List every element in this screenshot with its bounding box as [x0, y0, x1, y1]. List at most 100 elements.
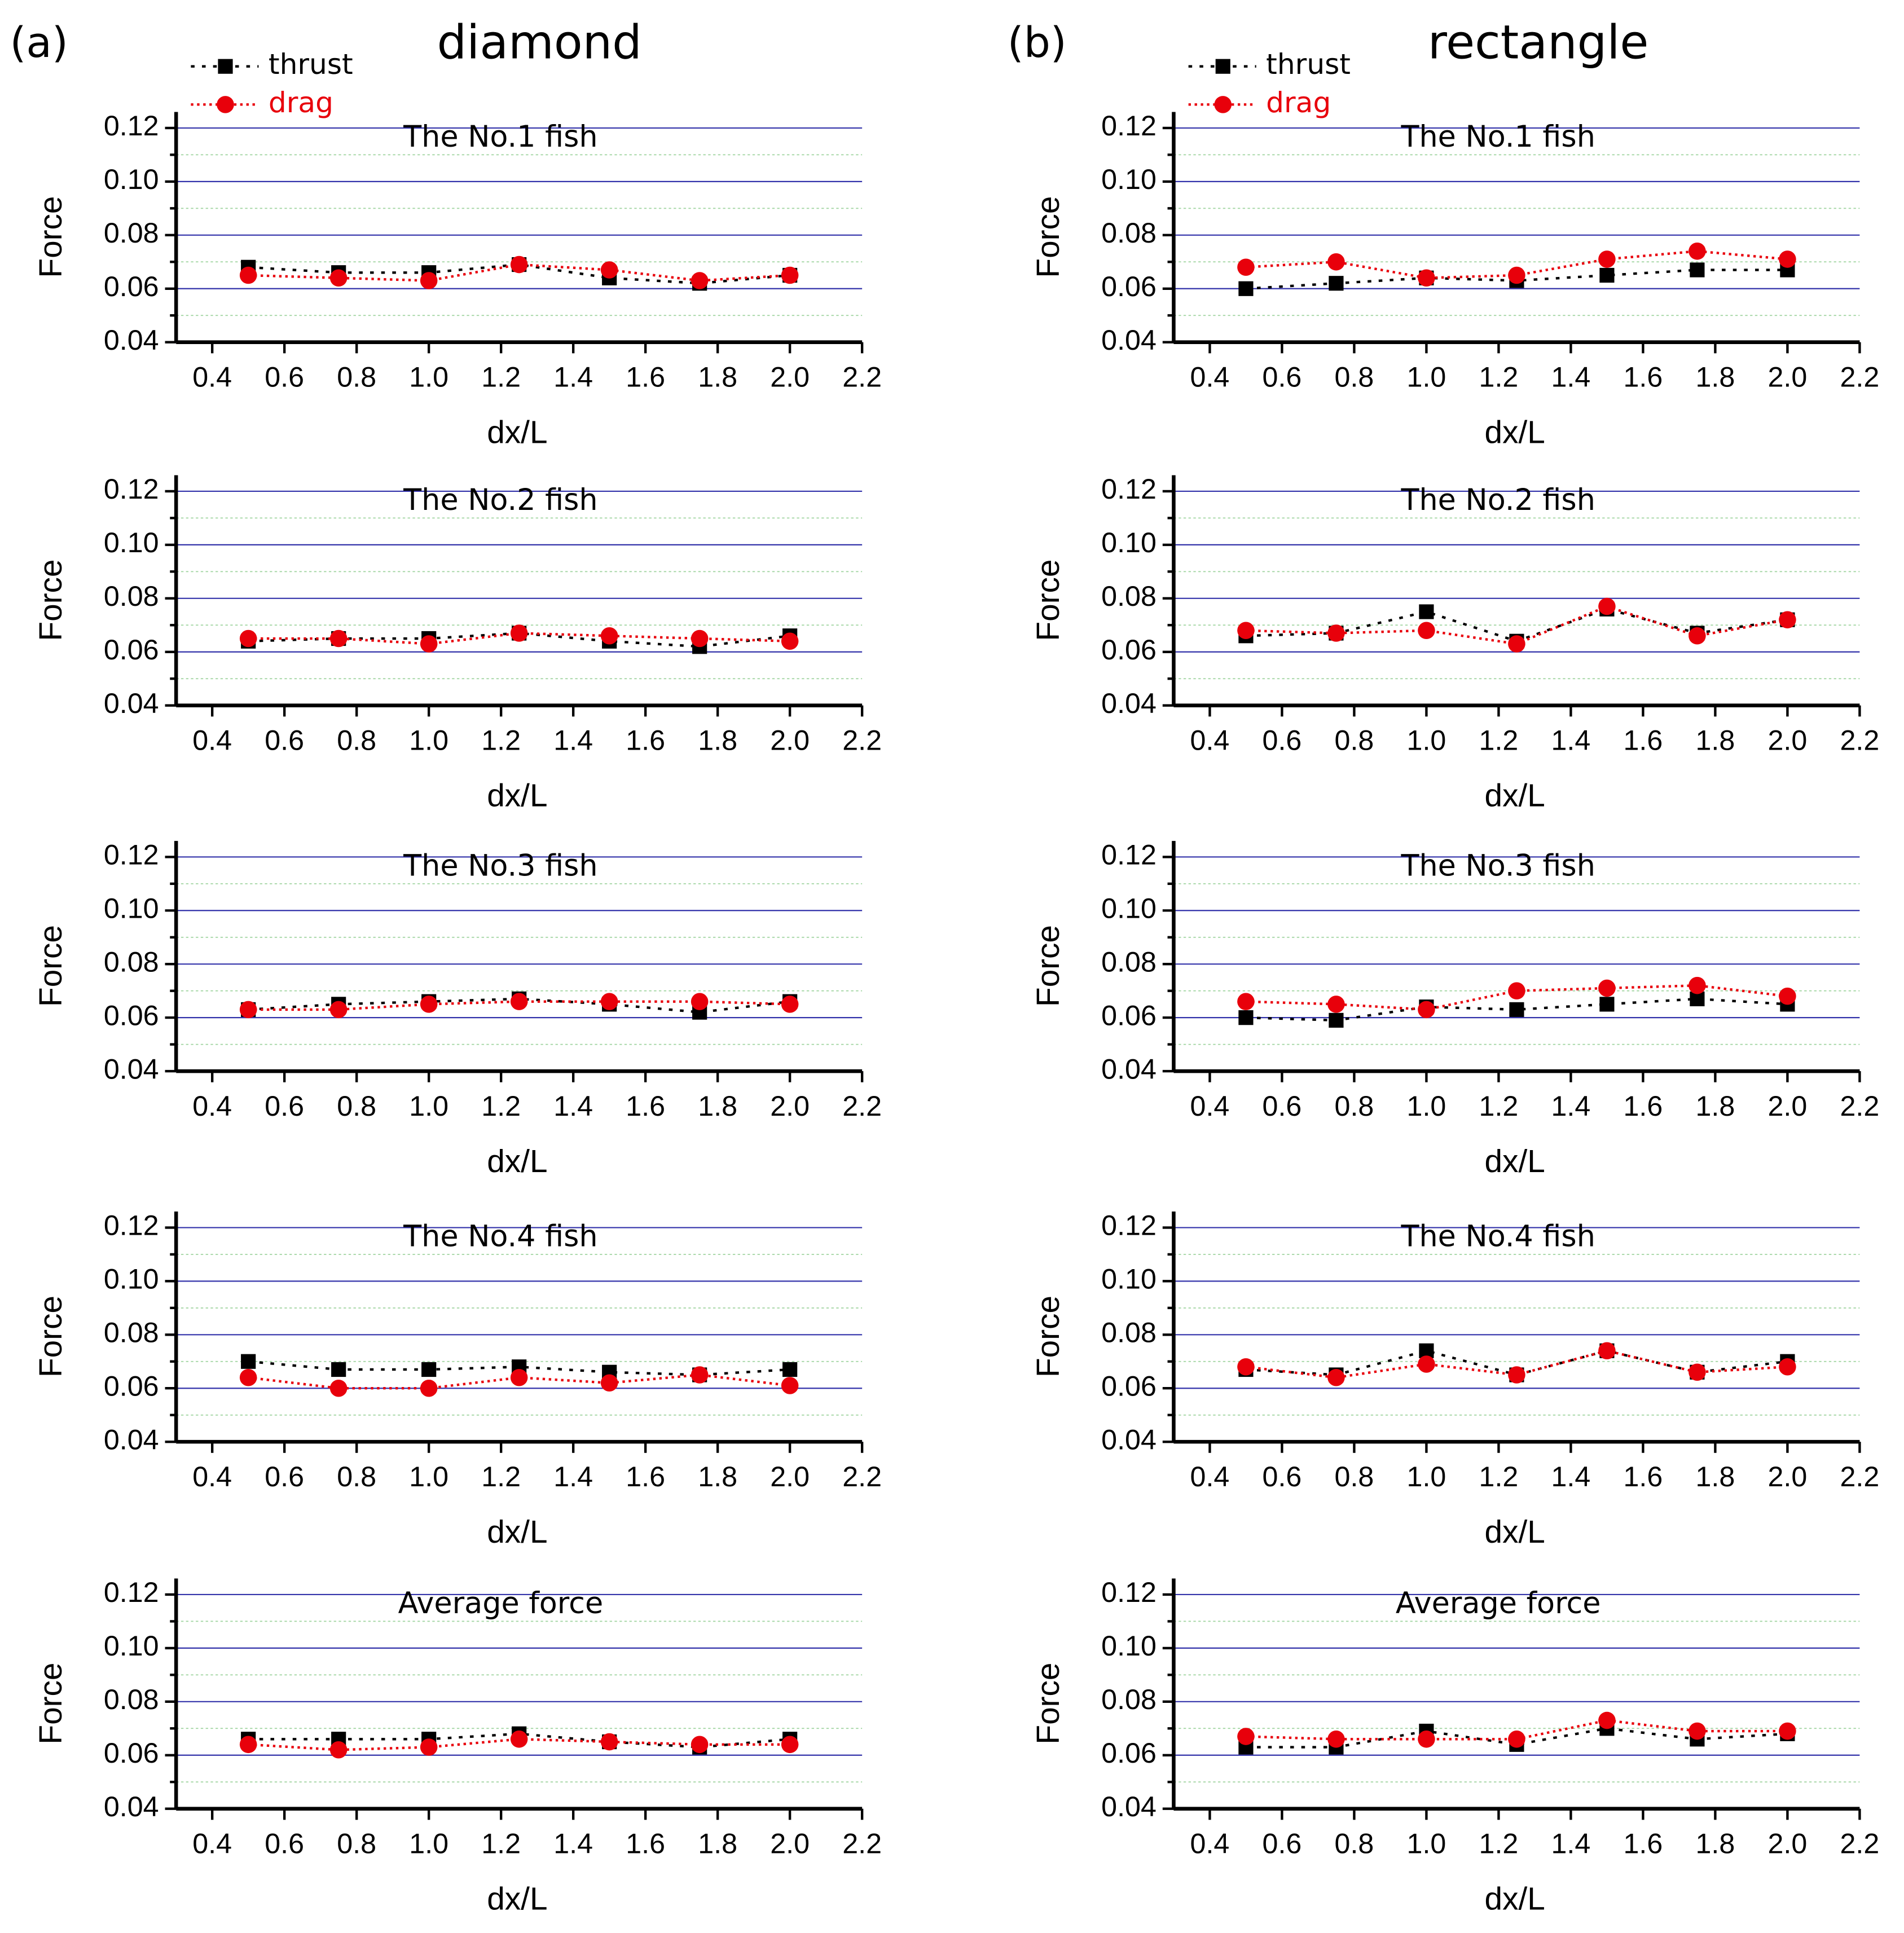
marker [1599, 997, 1615, 1012]
x-tick-label: 1.0 [1407, 724, 1446, 756]
x-tick-label: 1.4 [553, 1090, 593, 1122]
y-tick-label: 0.08 [1101, 217, 1157, 249]
y-tick-label: 0.06 [104, 271, 159, 302]
x-tick-label: 1.0 [1407, 1090, 1446, 1122]
marker [1598, 250, 1616, 268]
y-tick-label: 0.08 [104, 580, 159, 612]
annotation: Average force [1396, 1586, 1601, 1621]
x-tick-label: 1.2 [1479, 361, 1519, 393]
y-tick-label: 0.04 [104, 1424, 159, 1455]
x-tick-label: 0.8 [337, 724, 376, 756]
x-tick-label: 2.2 [842, 361, 882, 393]
marker [1779, 250, 1796, 268]
y-axis-label: Force [33, 560, 69, 641]
x-tick-label: 0.8 [337, 1461, 376, 1492]
x-tick-label: 1.8 [698, 724, 737, 756]
x-axis-label: dx/L [1485, 1144, 1545, 1179]
marker [600, 627, 618, 645]
y-tick-label: 0.12 [1101, 839, 1157, 871]
annotation: The No.2 fish [1400, 483, 1595, 517]
x-tick-label: 2.0 [1768, 1090, 1808, 1122]
annotation: The No.1 fish [403, 120, 597, 154]
marker [1327, 624, 1345, 642]
marker [781, 266, 799, 284]
x-tick-label: 1.8 [698, 1461, 737, 1492]
x-tick-label: 1.4 [1551, 1090, 1591, 1122]
x-tick-label: 0.6 [265, 1090, 304, 1122]
marker [420, 635, 438, 653]
marker [1509, 1002, 1524, 1017]
y-tick-label: 0.12 [104, 1210, 159, 1241]
y-tick-label: 0.06 [104, 1370, 159, 1402]
x-tick-label: 1.4 [553, 1461, 593, 1492]
annotation: The No.1 fish [1400, 120, 1595, 154]
x-tick-label: 2.0 [1768, 1461, 1808, 1492]
x-tick-label: 2.0 [1768, 1828, 1808, 1859]
y-tick-label: 0.10 [1101, 1263, 1157, 1295]
x-tick-label: 0.6 [1263, 724, 1302, 756]
x-tick-label: 1.4 [553, 1828, 593, 1859]
x-tick-label: 1.4 [1551, 1461, 1591, 1492]
legend-label: thrust [1266, 47, 1351, 81]
x-tick-label: 1.6 [626, 361, 665, 393]
annotation: The No.3 fish [1400, 848, 1595, 883]
y-tick-label: 0.12 [104, 110, 159, 142]
x-axis-label: dx/L [487, 1881, 547, 1917]
y-tick-label: 0.12 [1101, 1577, 1157, 1608]
y-tick-label: 0.08 [1101, 1317, 1157, 1349]
marker [239, 1736, 257, 1754]
marker [239, 629, 257, 648]
x-tick-label: 0.8 [337, 1828, 376, 1859]
marker [1688, 1363, 1706, 1381]
x-tick-label: 2.2 [842, 724, 882, 756]
x-tick-label: 1.6 [1624, 724, 1663, 756]
y-tick-label: 0.10 [104, 527, 159, 558]
x-tick-label: 0.4 [1190, 724, 1230, 756]
y-tick-label: 0.12 [1101, 110, 1157, 142]
y-tick-label: 0.04 [104, 1053, 159, 1085]
marker [1508, 266, 1525, 284]
marker [329, 629, 348, 648]
legend-marker [1215, 59, 1230, 74]
x-tick-label: 1.0 [1407, 1828, 1446, 1859]
x-tick-label: 1.0 [409, 1090, 448, 1122]
x-tick-label: 1.6 [626, 1090, 665, 1122]
marker [600, 993, 618, 1010]
marker [1779, 987, 1796, 1005]
x-tick-label: 1.0 [409, 724, 448, 756]
y-tick-label: 0.08 [104, 946, 159, 977]
x-axis-label: dx/L [487, 1144, 547, 1179]
x-tick-label: 0.6 [1263, 1090, 1302, 1122]
x-tick-label: 1.8 [1696, 1090, 1735, 1122]
x-tick-label: 1.2 [1479, 1090, 1519, 1122]
panel-title: diamond [437, 15, 642, 70]
marker [331, 1362, 346, 1377]
x-tick-label: 2.2 [1840, 361, 1880, 393]
panel-title: rectangle [1428, 15, 1649, 70]
marker [1598, 979, 1616, 997]
marker [329, 1001, 348, 1019]
x-tick-label: 2.2 [1840, 1461, 1880, 1492]
marker [1508, 1366, 1525, 1384]
marker [510, 993, 528, 1010]
marker [1688, 976, 1706, 994]
x-tick-label: 0.8 [1335, 1461, 1374, 1492]
marker [1418, 1001, 1435, 1019]
x-tick-label: 2.2 [1840, 1090, 1880, 1122]
marker [1508, 635, 1525, 653]
x-tick-label: 0.4 [1190, 1461, 1230, 1492]
y-axis-label: Force [33, 196, 69, 278]
marker [510, 624, 528, 642]
x-tick-label: 2.0 [770, 1461, 810, 1492]
y-axis-label: Force [1031, 925, 1066, 1007]
annotation: The No.3 fish [403, 848, 597, 883]
x-tick-label: 0.4 [1190, 1828, 1230, 1859]
marker [782, 1362, 798, 1377]
legend-marker [218, 59, 233, 74]
marker [600, 1374, 618, 1392]
marker [691, 1736, 709, 1754]
legend-marker [1214, 96, 1232, 113]
marker [1418, 622, 1435, 640]
x-axis-label: dx/L [1485, 415, 1545, 450]
